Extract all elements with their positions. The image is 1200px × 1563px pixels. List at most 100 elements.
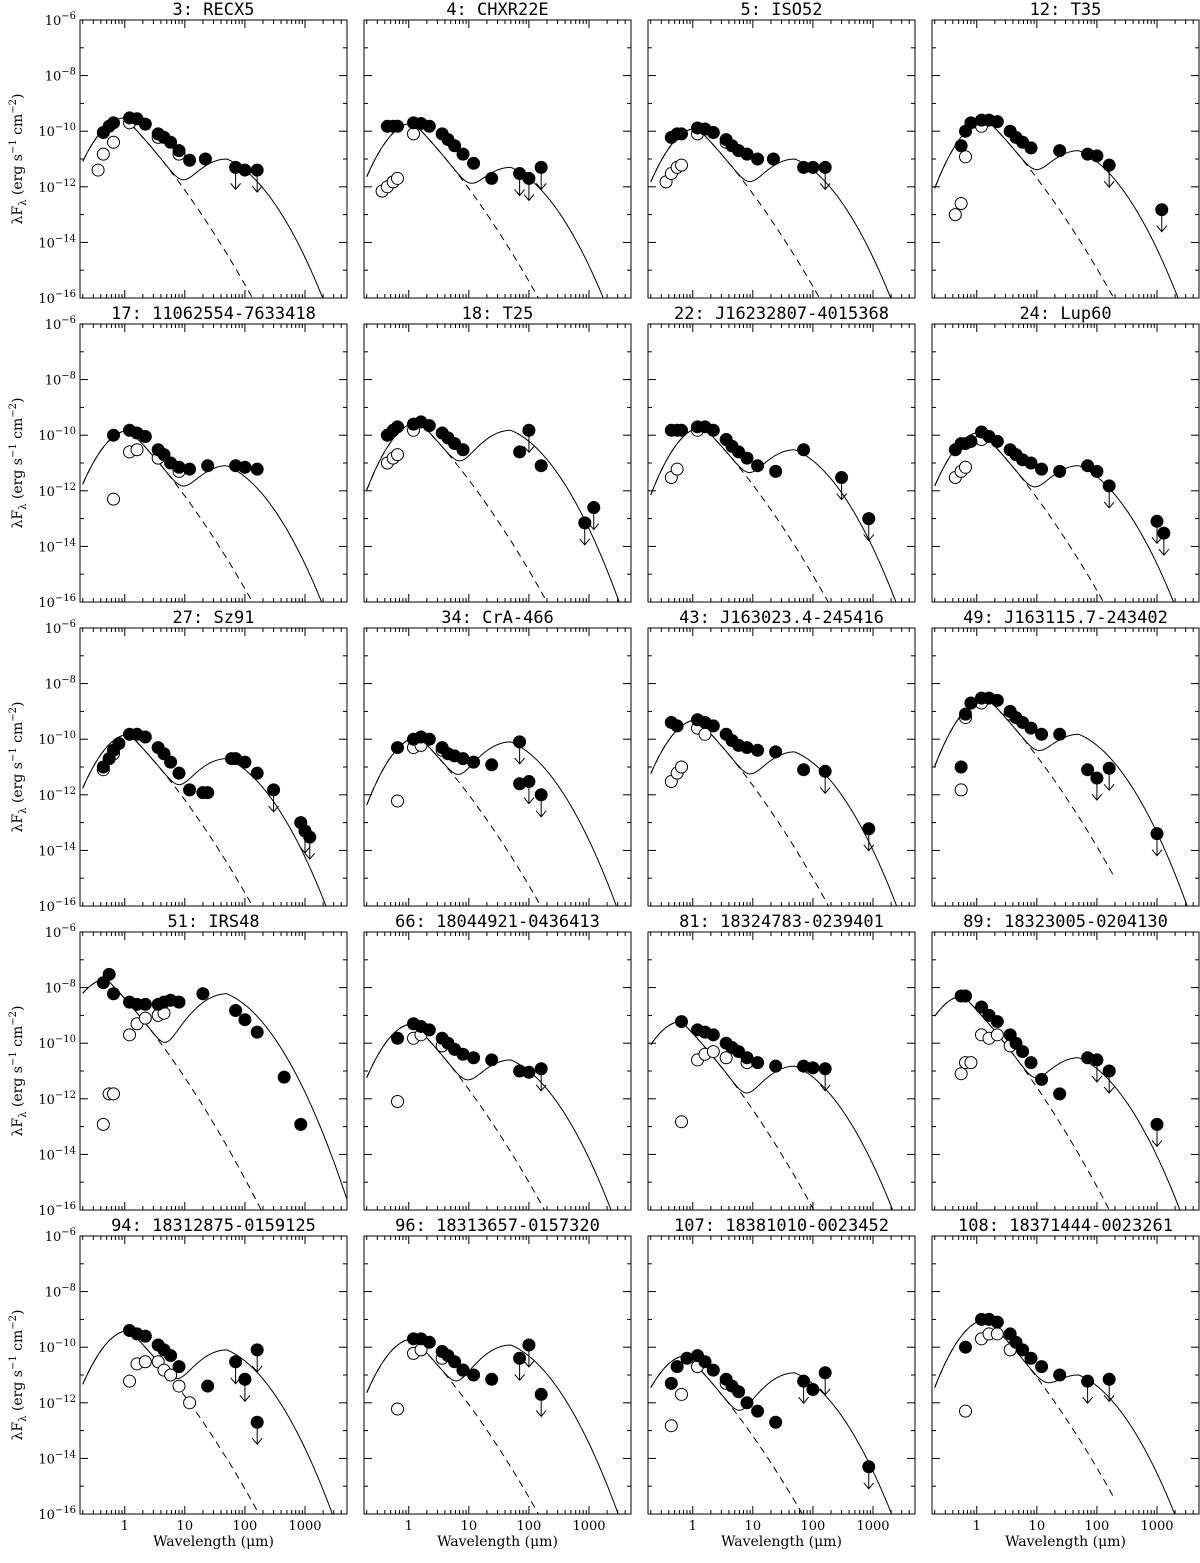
open-point [670, 462, 684, 476]
x-tick-label: 100 [233, 1519, 258, 1534]
filled-point [862, 1460, 876, 1474]
x-tick-label: 1000 [856, 1519, 889, 1534]
filled-point [751, 459, 765, 473]
open-point [183, 1396, 197, 1410]
x-tick-label: 1 [973, 1519, 981, 1534]
model-sed-curve [82, 978, 347, 1200]
filled-point [1090, 771, 1104, 785]
filled-point [1150, 1117, 1164, 1131]
open-point [391, 1094, 405, 1108]
filled-point [422, 1335, 436, 1349]
x-tick-label: 10 [1029, 1519, 1046, 1534]
filled-point [467, 1051, 481, 1065]
filled-point [164, 135, 178, 149]
filled-point [422, 119, 436, 133]
y-tick-label: 10−8 [45, 371, 76, 389]
open-point [130, 443, 144, 457]
sed-panel: 51: IRS48 10−6 10−8 10−10 10−12 10−14 10−16 λFλ… [8, 912, 348, 1219]
photosphere-curve [934, 995, 1110, 1210]
filled-point [964, 116, 978, 130]
panel-title: 89: 18323005-0204130 [963, 912, 1168, 932]
filled-point [751, 1056, 765, 1070]
filled-point [769, 1059, 783, 1073]
photosphere-curve [650, 1355, 803, 1514]
panel-title: 27: Sz91 [173, 608, 255, 628]
filled-point [675, 423, 689, 437]
filled-point [172, 144, 186, 158]
sed-panel: 34: CrA-466 [363, 608, 632, 907]
y-tick-label: 10−6 [45, 11, 76, 29]
filled-point [990, 434, 1004, 448]
filled-point [303, 830, 317, 844]
filled-point [806, 1061, 820, 1075]
filled-point [797, 443, 811, 457]
panel-title: 4: CHXR22E [446, 0, 548, 20]
filled-point [422, 732, 436, 746]
filled-point [1102, 1064, 1116, 1078]
filled-point [990, 115, 1004, 129]
filled-point [769, 1415, 783, 1429]
filled-point [277, 1070, 291, 1084]
sed-panel: 107: 18381010-0023452 1 10 100 1000 Wavelengt… [647, 1216, 916, 1550]
filled-point [138, 997, 152, 1011]
panel-frame [931, 323, 1200, 603]
open-point [391, 794, 405, 808]
filled-point [732, 1385, 746, 1399]
filled-point [522, 171, 536, 185]
y-tick-label: 10−10 [38, 122, 76, 140]
filled-point [250, 1343, 264, 1357]
filled-point [107, 987, 121, 1001]
panel-frame [79, 931, 348, 1211]
filled-point [138, 429, 152, 443]
filled-point [698, 1355, 712, 1369]
sed-panel: 18: T25 [363, 304, 632, 603]
filled-point [964, 434, 978, 448]
filled-point [1053, 1368, 1067, 1382]
open-point [107, 1087, 121, 1101]
filled-point [1024, 456, 1038, 470]
filled-point [1016, 1045, 1030, 1059]
filled-point [267, 783, 281, 797]
y-tick-label: 10−6 [45, 315, 76, 333]
open-point [138, 1011, 152, 1025]
filled-point [522, 423, 536, 437]
filled-point [1155, 203, 1169, 217]
filled-point [422, 1023, 436, 1037]
panel-title: 107: 18381010-0023452 [674, 1216, 889, 1236]
y-tick-label: 10−12 [38, 178, 76, 196]
filled-point [107, 116, 121, 130]
filled-point [964, 696, 978, 710]
y-tick-label: 10−8 [45, 1283, 76, 1301]
sed-panel: 108: 18371444-0023261 1 10 100 1000 Wavelengt… [931, 1216, 1200, 1550]
open-point [990, 1028, 1004, 1042]
filled-point [456, 1363, 470, 1377]
filled-point [954, 139, 968, 153]
filled-point [797, 763, 811, 777]
filled-point [534, 459, 548, 473]
x-tick-label: 10 [461, 1519, 478, 1534]
y-tick-label: 10−16 [38, 289, 76, 307]
open-point [706, 1045, 720, 1059]
filled-point [391, 741, 405, 755]
panel-frame [363, 931, 632, 1211]
filled-point [1081, 1374, 1095, 1388]
filled-point [138, 730, 152, 744]
y-tick-label: 10−6 [45, 619, 76, 637]
filled-point [238, 1013, 252, 1027]
filled-point [238, 163, 252, 177]
filled-point [456, 147, 470, 161]
filled-point [250, 1415, 264, 1429]
filled-point [664, 1376, 678, 1390]
open-point [675, 760, 689, 774]
panel-frame [931, 19, 1200, 299]
open-point [107, 492, 121, 506]
y-axis-label: λFλ (erg s−1 cm−2) [8, 1006, 29, 1137]
panel-title: 3: RECX5 [173, 0, 255, 20]
open-point [107, 135, 121, 149]
sed-panel: 22: J16232807-4015368 [647, 304, 916, 603]
panel-title: 108: 18371444-0023261 [958, 1216, 1173, 1236]
filled-point [250, 1025, 264, 1039]
sed-panel: 3: RECX5 10−6 10−8 10−10 10−12 10−14 10−16 λFλ … [8, 0, 348, 307]
filled-point [740, 1396, 754, 1410]
